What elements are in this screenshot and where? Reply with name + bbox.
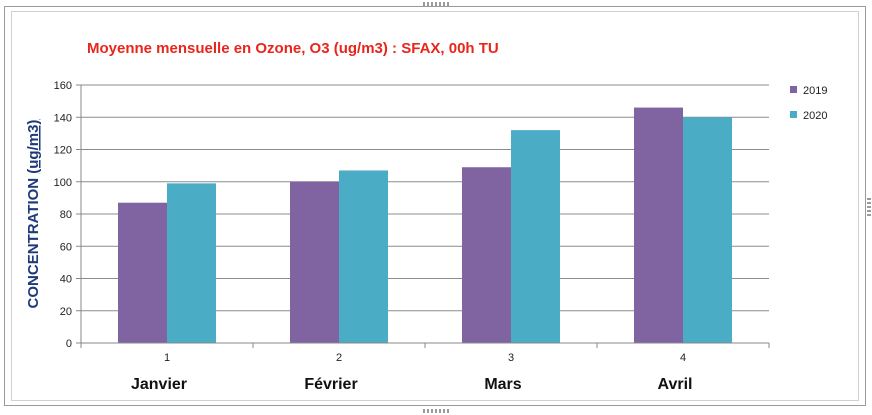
chart-area-border xyxy=(11,11,859,401)
bar-2019-4 xyxy=(634,107,683,343)
chart-title: Moyenne mensuelle en Ozone, O3 (ug/m3) :… xyxy=(87,40,499,57)
month-label: Janvier xyxy=(131,376,187,393)
legend-swatch-2019 xyxy=(790,86,797,93)
y-tick-label: 160 xyxy=(54,80,72,92)
bar-2020-4 xyxy=(683,117,732,343)
legend-label-2019: 2019 xyxy=(803,85,827,97)
month-label: Mars xyxy=(484,376,521,393)
y-axis-label-main: CONCENTRATION xyxy=(25,174,42,309)
legend: 2019 2020 xyxy=(790,85,827,122)
x-tick-label: 4 xyxy=(680,352,686,364)
y-tick-label: 80 xyxy=(60,209,72,221)
month-label: Février xyxy=(304,376,357,393)
y-axis-ticks: 0 20 40 60 80 100 120 140 160 xyxy=(54,80,82,350)
x-axis: 1 Janvier 2 Février 3 Mars 4 Avril xyxy=(80,342,770,393)
y-tick-label: 140 xyxy=(54,112,72,124)
x-tick-label: 3 xyxy=(508,352,514,364)
bars xyxy=(118,107,732,343)
x-tick-label: 1 xyxy=(164,352,170,364)
y-axis-label: CONCENTRATION (ug/m3) xyxy=(25,120,42,309)
legend-swatch-2020 xyxy=(790,111,797,118)
y-axis-label-unit: (ug/m3) xyxy=(25,120,42,174)
bar-2019-2 xyxy=(290,181,339,343)
resize-handle-right[interactable] xyxy=(867,197,871,218)
x-tick-label: 2 xyxy=(336,352,342,364)
y-tick-label: 0 xyxy=(66,338,72,350)
y-tick-label: 120 xyxy=(54,145,72,157)
bar-2019-1 xyxy=(118,202,167,343)
bar-2020-3 xyxy=(511,130,560,343)
resize-handle-bottom[interactable] xyxy=(423,409,449,413)
resize-handle-top[interactable] xyxy=(423,2,449,6)
y-tick-label: 100 xyxy=(54,177,72,189)
y-tick-label: 60 xyxy=(60,241,72,253)
y-tick-label: 40 xyxy=(60,274,72,286)
y-tick-label: 20 xyxy=(60,306,72,318)
legend-label-2020: 2020 xyxy=(803,110,827,122)
bar-2020-2 xyxy=(339,170,388,343)
month-label: Avril xyxy=(658,376,693,393)
bar-2020-1 xyxy=(167,183,216,343)
bar-2019-3 xyxy=(462,167,511,343)
